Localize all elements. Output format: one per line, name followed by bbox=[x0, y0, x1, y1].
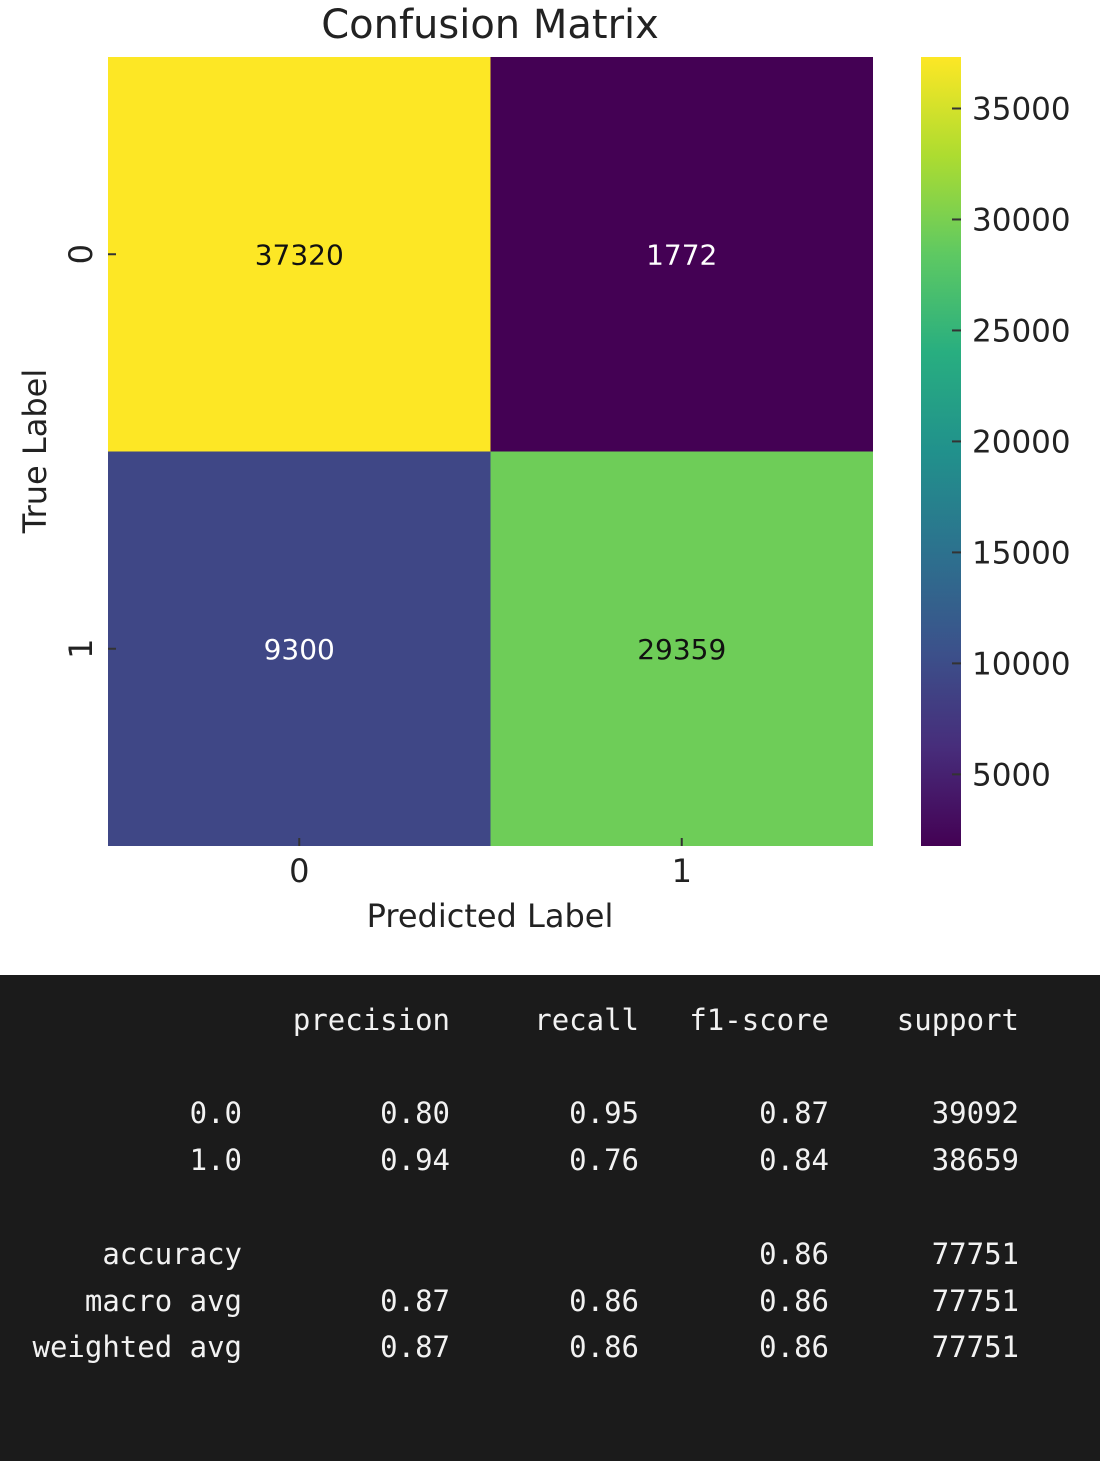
classification-report: precision recall f1-score support 0.0 0.80 0.9… bbox=[0, 975, 1100, 1461]
report-cell-value: 0.86 bbox=[759, 1284, 829, 1318]
heatmap-cell bbox=[108, 57, 491, 452]
heatmap-cells: 37320 1772 9300 29359 bbox=[108, 57, 873, 846]
y-tick-label: 1 bbox=[62, 639, 100, 659]
report-cell-value: 39092 bbox=[931, 1096, 1019, 1130]
report-row-label: accuracy bbox=[102, 1237, 242, 1271]
heatmap-cell bbox=[108, 451, 491, 846]
report-cell-value: 0.87 bbox=[380, 1330, 450, 1364]
report-cell-value: 0.87 bbox=[759, 1096, 829, 1130]
colorbar-tick-label: 15000 bbox=[972, 535, 1071, 571]
x-axis-label: Predicted Label bbox=[367, 897, 614, 935]
report-row-label: macro avg bbox=[84, 1284, 242, 1318]
colorbar-tick-label: 10000 bbox=[972, 646, 1071, 682]
heatmap-axes: 0 1 0 1 bbox=[62, 244, 692, 890]
heatmap-cell-value: 37320 bbox=[255, 238, 344, 271]
chart-title: Confusion Matrix bbox=[321, 2, 659, 48]
heatmap-cell-value: 9300 bbox=[264, 633, 335, 666]
report-cell-value: 0.80 bbox=[380, 1096, 450, 1130]
report-column-header: recall bbox=[534, 1003, 639, 1037]
report-cell-value: 0.86 bbox=[569, 1330, 639, 1364]
colorbar-tick-label: 5000 bbox=[972, 757, 1051, 793]
colorbar-tick-label: 20000 bbox=[972, 424, 1071, 460]
x-tick-label: 1 bbox=[672, 852, 692, 890]
report-row-label: 0.0 bbox=[189, 1096, 242, 1130]
report-column-header: precision bbox=[292, 1003, 450, 1037]
y-tick-label: 0 bbox=[62, 244, 100, 264]
report-cell-value: 0.86 bbox=[569, 1284, 639, 1318]
colorbar-tick-label: 30000 bbox=[972, 202, 1071, 238]
heatmap-cell bbox=[490, 451, 873, 846]
colorbar-tick-label: 25000 bbox=[972, 313, 1071, 349]
x-tick-label: 0 bbox=[289, 852, 309, 890]
report-cell-value: 0.84 bbox=[759, 1143, 829, 1177]
report-cell-value: 0.94 bbox=[380, 1143, 450, 1177]
colorbar bbox=[921, 57, 961, 846]
report-cell-value: 77751 bbox=[931, 1237, 1019, 1271]
report-cell-value: 0.76 bbox=[569, 1143, 639, 1177]
report-row-label: weighted avg bbox=[32, 1330, 242, 1364]
colorbar-ticks: 5000 10000 15000 20000 25000 30000 35000 bbox=[952, 91, 1071, 793]
report-column-header: support bbox=[896, 1003, 1019, 1037]
heatmap-cell-value: 1772 bbox=[646, 238, 717, 271]
heatmap-cell bbox=[490, 57, 873, 452]
colorbar-tick-label: 35000 bbox=[972, 91, 1071, 127]
y-axis-label: True Label bbox=[16, 369, 54, 534]
report-cell-value: 0.95 bbox=[569, 1096, 639, 1130]
report-cell-value: 38659 bbox=[931, 1143, 1019, 1177]
report-column-header: f1-score bbox=[689, 1003, 829, 1037]
report-row-label: 1.0 bbox=[189, 1143, 242, 1177]
confusion-matrix-figure: Confusion Matrix 37320 1772 9300 29359 0 1 0 1… bbox=[16, 2, 1071, 935]
report-cell-value: 77751 bbox=[931, 1330, 1019, 1364]
report-cell-value: 77751 bbox=[931, 1284, 1019, 1318]
report-cell-value: 0.86 bbox=[759, 1330, 829, 1364]
report-cell-value: 0.86 bbox=[759, 1237, 829, 1271]
confusion-matrix-svg: Confusion Matrix 37320 1772 9300 29359 0 1 0 1… bbox=[16, 2, 1071, 935]
report-cell-value: 0.87 bbox=[380, 1284, 450, 1318]
heatmap-cell-value: 29359 bbox=[637, 633, 726, 666]
